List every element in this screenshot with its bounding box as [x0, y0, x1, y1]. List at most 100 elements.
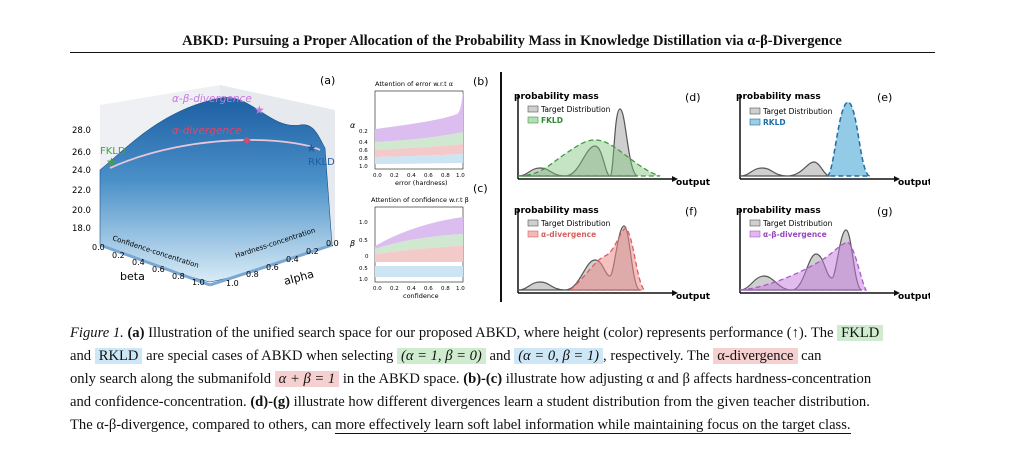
fkld-label: FKLD [100, 146, 126, 157]
panel-c-xtick: 0.6 [424, 286, 433, 292]
caption-line-5: The α-β-divergence, compared to others, … [70, 414, 938, 437]
caption-text: illustrate how different divergences lea… [290, 394, 870, 410]
beta-tick: 0.8 [172, 272, 185, 281]
panel-b-xtick: 0.2 [390, 173, 399, 179]
panel-b-title: Attention of error w.r.t α [375, 80, 453, 88]
panel-c-ytick: 0.5 [359, 266, 368, 272]
fkld-star-icon: ★ [106, 155, 117, 169]
alpha-tick: 0.6 [266, 263, 279, 272]
alpha-tick: 0.0 [326, 239, 339, 248]
panel-b-xtick: 1.0 [456, 173, 465, 179]
caption-line-1: Figure 1. (a) Illustration of the unifie… [70, 322, 938, 345]
panel-b-xlabel: error (hardness) [395, 179, 448, 187]
panel-separator [500, 72, 502, 302]
panel-e: probability mass output (e) Target Distr… [736, 91, 930, 188]
panel-g-legend-student: α-β-divergence [763, 230, 827, 239]
panel-c-xtick: 1.0 [456, 286, 465, 292]
alpha-marker-icon: ◆ [243, 135, 251, 146]
panel-e-legend-target: Target Distribution [762, 107, 833, 116]
caption-text: illustrate how adjusting α and β affects… [502, 371, 872, 387]
panel-b-ylabel: α [350, 121, 356, 130]
panel-b-ytick: 0.4 [359, 140, 368, 146]
panel-d-xlabel: output [676, 178, 711, 188]
z-tick: 20.0 [72, 206, 91, 216]
z-tick: 28.0 [72, 126, 91, 136]
z-tick: 22.0 [72, 186, 91, 196]
alpha-tick: 0.8 [246, 270, 259, 279]
beta-tick: 0.2 [112, 251, 125, 260]
alpha-tick: 1.0 [226, 279, 239, 288]
panel-e-label: (e) [877, 91, 892, 104]
panel-g-legend-target: Target Distribution [762, 219, 833, 228]
caption-line-2: and RKLD are special cases of ABKD when … [70, 345, 938, 368]
panel-f-label: (f) [685, 205, 697, 218]
panels-b-c: Attention of error w.r.t α (b) α 0.2 0.4… [349, 75, 489, 300]
z-tick: 24.0 [72, 166, 91, 176]
beta-tick: 1.0 [192, 278, 205, 287]
panel-c-band [375, 217, 463, 249]
panel-f-xlabel: output [676, 292, 711, 302]
caption-text: and [70, 348, 92, 364]
beta-tick: 0.4 [132, 258, 145, 267]
panel-b-xtick: 0.4 [407, 173, 416, 179]
panel-c-label: (c) [473, 182, 488, 195]
rkld-condition-highlight: (α = 0, β = 1) [514, 348, 604, 364]
caption-line-3: only search along the submanifold α + β … [70, 368, 938, 391]
panel-f: probability mass output (f) Target Distr… [514, 205, 711, 302]
caption-text: only search along the submanifold [70, 371, 275, 387]
caption-text: Illustration of the unified search space… [144, 325, 838, 341]
caption-text: are special cases of ABKD when selecting [142, 348, 397, 364]
submanifold-highlight: α + β = 1 [274, 371, 340, 387]
rkld-label: RKLD [308, 157, 335, 168]
panel-a-label: (a) [320, 74, 335, 87]
alpha-divergence-highlight: α-divergence [713, 348, 798, 364]
panel-b-ytick: 0.6 [359, 148, 368, 154]
caption-text: , respectively. The [603, 348, 714, 364]
panel-g-xlabel: output [898, 292, 930, 302]
panel-b-ytick: 0.2 [359, 129, 368, 135]
panel-f-legend-student: α-divergence [541, 230, 596, 239]
paper-title: ABKD: Pursuing a Proper Allocation of th… [182, 33, 842, 49]
alpha-tick: 0.4 [286, 255, 299, 264]
alpha-submanifold-curve [109, 139, 321, 169]
caption-text: The α-β-divergence, compared to others, … [70, 417, 336, 433]
beta-axis-edge [99, 243, 211, 287]
panel-c-band [375, 266, 463, 277]
panel-c-xtick: 0.8 [441, 286, 450, 292]
caption-text: and confidence-concentration. [70, 394, 251, 410]
caption-text: and [485, 348, 515, 364]
panel-b-band [375, 91, 463, 142]
panel-d-legend-student: FKLD [541, 116, 563, 125]
panel-b-band [375, 144, 463, 157]
panel-c-ytick: 0.5 [359, 238, 368, 244]
beta-tick: 0.6 [152, 265, 165, 274]
panel-b-xtick: 0.0 [373, 173, 382, 179]
panel-c-xlabel: confidence [403, 292, 439, 300]
panel-b-ytick: 1.0 [359, 164, 368, 170]
z-tick: 18.0 [72, 224, 91, 234]
ab-star-icon: ★ [254, 103, 265, 117]
panel-c-ytick: 0 [365, 254, 369, 260]
alpha-axis-edge [209, 243, 333, 287]
title-rule [70, 52, 935, 53]
figure-label: Figure 1. [70, 325, 124, 341]
panel-c-ytick: 1.0 [359, 220, 368, 226]
panel-b-band [375, 154, 463, 164]
fkld-highlight: FKLD [837, 325, 884, 341]
panel-e-xlabel: output [898, 178, 930, 188]
alpha-axis-label: alpha [282, 267, 315, 287]
z-tick: 26.0 [72, 148, 91, 158]
alpha-tick: 0.2 [306, 247, 319, 256]
panel-c-title: Attention of confidence w.r.t β [371, 196, 469, 204]
panel-a-surface-plot: 28.0 26.0 24.0 22.0 20.0 18.0 ★ FKLD ★ R… [72, 74, 339, 288]
caption-a-ref: (a) [127, 325, 145, 341]
panel-d-ylabel: probability mass [514, 92, 599, 102]
beta-axis-label: beta [120, 270, 145, 283]
ab-label: α-β-divergence [172, 93, 252, 105]
rkld-star-icon: ★ [306, 141, 317, 155]
panel-g-ylabel: probability mass [736, 206, 821, 216]
caption-text: in the ABKD space. [339, 371, 464, 387]
panel-d-legend-target: Target Distribution [540, 105, 611, 114]
panel-f-ylabel: probability mass [514, 206, 599, 216]
beta-tick: 0.0 [92, 243, 105, 252]
